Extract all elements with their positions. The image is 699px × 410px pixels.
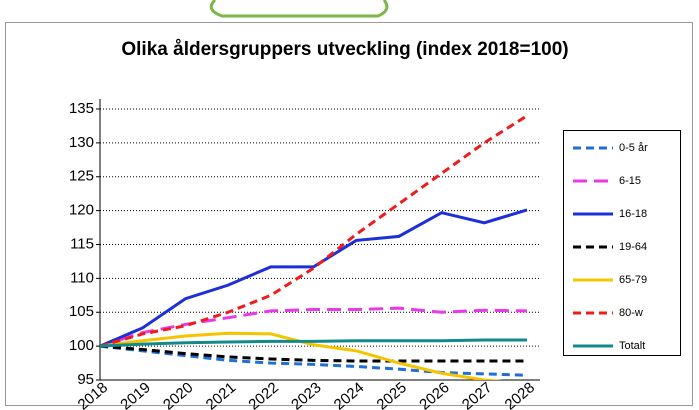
y-tick-label: 120 bbox=[69, 202, 94, 219]
series-line bbox=[100, 208, 528, 348]
legend-label: 80-w bbox=[619, 307, 643, 319]
y-tick-label: 130 bbox=[69, 134, 94, 151]
y-tick-label: 105 bbox=[69, 303, 94, 320]
legend-label: 0-5 år bbox=[619, 142, 648, 154]
chart-title: Olika åldersgruppers utveckling (index 2… bbox=[121, 39, 568, 60]
y-tick-label: 95 bbox=[77, 371, 94, 388]
y-tick-label: 125 bbox=[69, 168, 94, 185]
series-line bbox=[100, 344, 527, 363]
legend-label: 65-79 bbox=[619, 274, 647, 286]
legend-label: 16-18 bbox=[619, 208, 647, 220]
legend bbox=[563, 130, 681, 356]
y-tick-label: 100 bbox=[69, 337, 94, 354]
series-line bbox=[100, 306, 528, 348]
decoration bbox=[209, 0, 389, 18]
series-line bbox=[100, 114, 528, 348]
series-line bbox=[100, 338, 527, 348]
series-line bbox=[100, 331, 504, 380]
legend-label: 19-64 bbox=[619, 241, 647, 253]
y-tick-label: 115 bbox=[70, 235, 94, 252]
legend-label: 6-15 bbox=[619, 175, 641, 187]
series-line bbox=[100, 344, 528, 377]
legend-label: Totalt bbox=[619, 340, 645, 352]
plot-area bbox=[100, 114, 528, 380]
y-tick-label: 110 bbox=[70, 269, 94, 286]
y-tick-label: 135 bbox=[69, 100, 94, 117]
